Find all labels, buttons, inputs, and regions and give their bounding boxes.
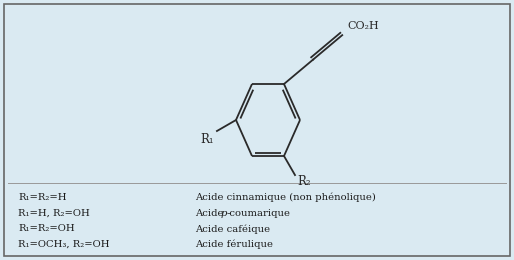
Text: CO₂H: CO₂H [347,21,379,31]
Text: R₂: R₂ [297,175,310,188]
Text: -coumarique: -coumarique [227,209,291,218]
Text: Acide: Acide [195,209,227,218]
Text: R₁=H, R₂=OH: R₁=H, R₂=OH [18,209,90,218]
Text: R₁=OCH₃, R₂=OH: R₁=OCH₃, R₂=OH [18,239,109,249]
Text: R₁: R₁ [200,133,214,146]
Text: R₁=R₂=OH: R₁=R₂=OH [18,224,75,233]
Text: Acide caféique: Acide caféique [195,224,270,233]
Text: p: p [221,209,227,218]
Text: Acide cinnamique (non phénolique): Acide cinnamique (non phénolique) [195,193,376,203]
Text: Acide férulique: Acide férulique [195,239,273,249]
Text: R₁=R₂=H: R₁=R₂=H [18,193,66,202]
